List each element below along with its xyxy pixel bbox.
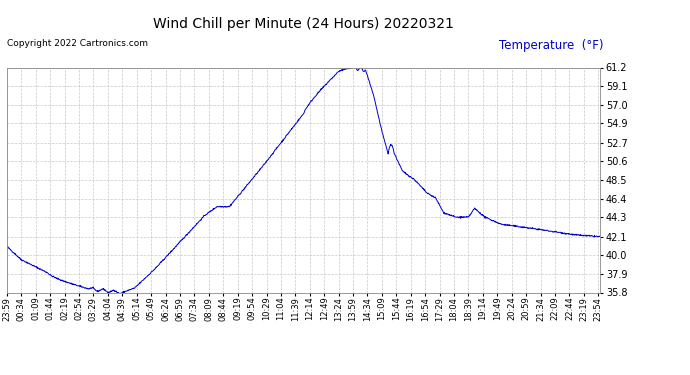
Text: Temperature  (°F): Temperature (°F) <box>500 39 604 53</box>
Text: Copyright 2022 Cartronics.com: Copyright 2022 Cartronics.com <box>7 39 148 48</box>
Text: Wind Chill per Minute (24 Hours) 20220321: Wind Chill per Minute (24 Hours) 2022032… <box>153 17 454 31</box>
